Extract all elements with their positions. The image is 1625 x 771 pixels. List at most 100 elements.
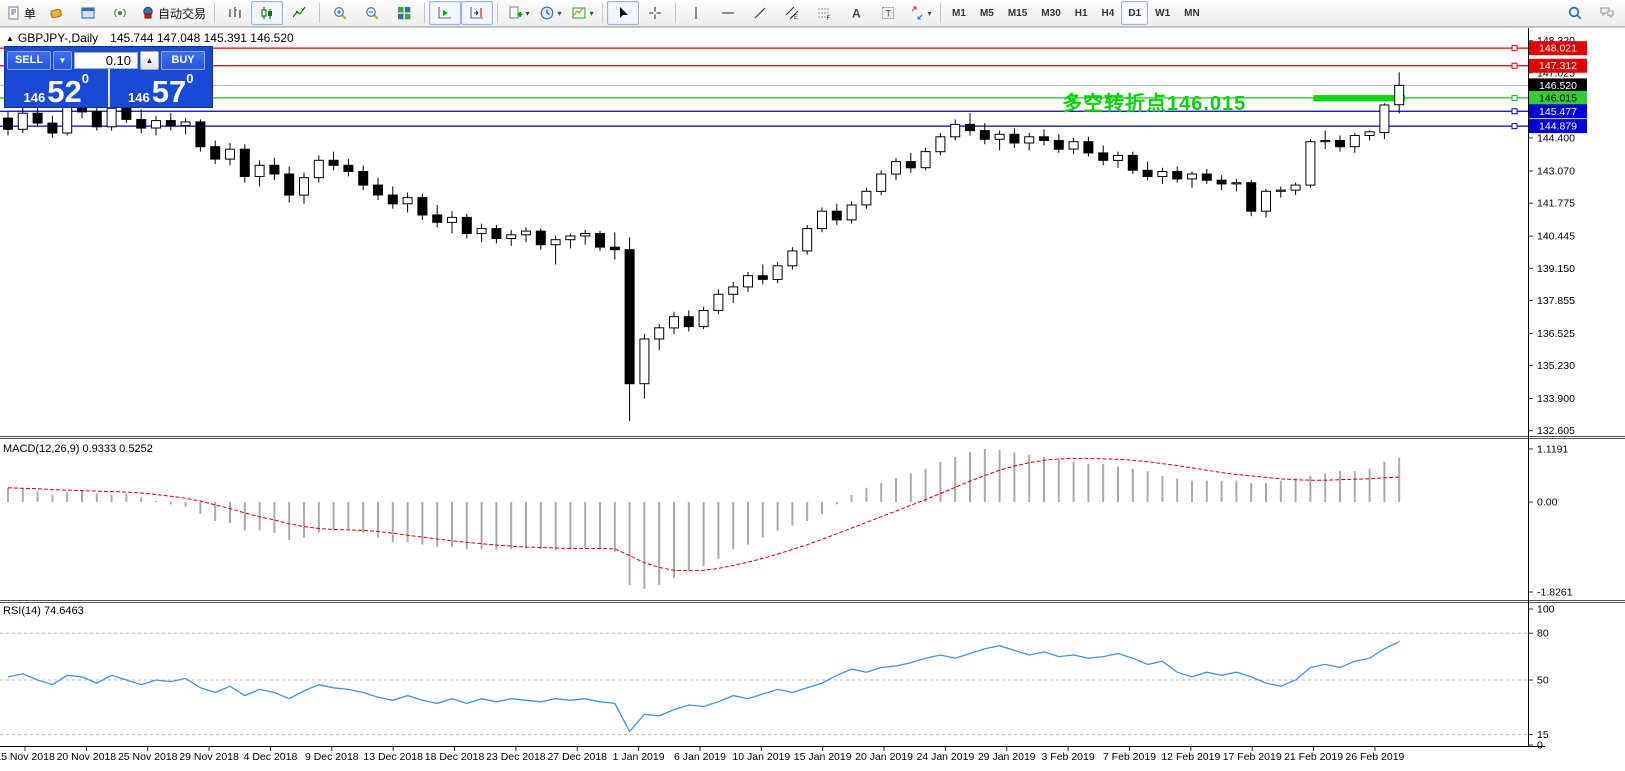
candle bbox=[1231, 182, 1242, 185]
timeframe-mn-button[interactable]: MN bbox=[1177, 1, 1207, 25]
data-window-button[interactable] bbox=[72, 1, 104, 25]
trendline-icon bbox=[752, 5, 768, 21]
toolbar-separator bbox=[940, 3, 942, 23]
level-line-anchor[interactable] bbox=[1511, 94, 1518, 101]
price-badge bbox=[1529, 58, 1587, 73]
candle bbox=[1246, 182, 1257, 212]
toolbar-separator bbox=[602, 3, 604, 23]
candle bbox=[1039, 136, 1049, 142]
candle bbox=[535, 230, 546, 246]
buy-button[interactable]: BUY bbox=[161, 50, 205, 70]
macd-tick-label: 1.1191 bbox=[1537, 443, 1568, 455]
timeframe-h4-button-label: H4 bbox=[1101, 7, 1115, 19]
trendline-button[interactable] bbox=[744, 1, 776, 25]
candlestick-chart-icon bbox=[259, 5, 275, 21]
date-label: 9 Dec 2018 bbox=[305, 751, 359, 763]
candle bbox=[180, 121, 191, 127]
sell-button[interactable]: SELL bbox=[7, 50, 51, 70]
timeframe-m15-button[interactable]: M15 bbox=[1001, 1, 1034, 25]
templates-button[interactable]: ▾ bbox=[566, 1, 598, 25]
level-line-anchor[interactable] bbox=[1511, 123, 1518, 130]
candle bbox=[210, 146, 221, 160]
timeframe-h4-button[interactable]: H4 bbox=[1095, 1, 1122, 25]
candle bbox=[1024, 136, 1035, 144]
timeframe-h1-button[interactable]: H1 bbox=[1068, 1, 1095, 25]
timeframe-m30-button[interactable]: M30 bbox=[1034, 1, 1067, 25]
tile-windows-icon bbox=[396, 5, 412, 21]
chevron-down-icon[interactable]: ▾ bbox=[557, 8, 562, 18]
lot-decrease-button[interactable]: ▼ bbox=[53, 50, 72, 70]
timeframe-m1-button-label: M1 bbox=[952, 7, 966, 19]
cursor-button[interactable] bbox=[607, 1, 640, 25]
candle bbox=[550, 239, 561, 246]
price-tick-label: 141.775 bbox=[1537, 198, 1575, 210]
periods-icon bbox=[539, 5, 555, 21]
indicators-icon bbox=[507, 5, 523, 21]
vertical-line-button[interactable] bbox=[680, 1, 712, 25]
level-line-anchor[interactable] bbox=[1511, 45, 1518, 52]
chat-button[interactable] bbox=[1591, 1, 1623, 25]
chart-shift-button[interactable] bbox=[461, 1, 494, 25]
search-button[interactable] bbox=[1559, 1, 1591, 25]
price-tick-label: 135.230 bbox=[1537, 360, 1575, 372]
collapse-icon[interactable]: ▲ bbox=[6, 34, 14, 43]
candle bbox=[639, 338, 650, 385]
rsi-tick-label: 15 bbox=[1537, 729, 1549, 741]
indicators-button[interactable]: ▾ bbox=[502, 1, 534, 25]
timeframe-w1-button-label: W1 bbox=[1155, 7, 1171, 19]
pivot-trend-segment[interactable] bbox=[1313, 95, 1406, 102]
date-label: 23 Dec 2018 bbox=[486, 751, 546, 763]
candle bbox=[965, 123, 975, 132]
bar-chart-button[interactable] bbox=[219, 1, 251, 25]
auto-scroll-icon bbox=[437, 5, 453, 21]
auto-scroll-button[interactable] bbox=[429, 1, 462, 25]
timeframe-w1-button[interactable]: W1 bbox=[1148, 1, 1177, 25]
equidistant-channel-button[interactable]: E bbox=[776, 1, 808, 25]
zoom-out-button[interactable] bbox=[356, 1, 388, 25]
line-chart-button[interactable] bbox=[283, 1, 315, 25]
candle bbox=[817, 210, 827, 230]
periods-button[interactable]: ▾ bbox=[534, 1, 566, 25]
fibonacci-button[interactable]: F bbox=[808, 1, 840, 25]
candle bbox=[491, 228, 502, 240]
lot-increase-button[interactable]: ▲ bbox=[140, 50, 159, 70]
timeframe-m1-button[interactable]: M1 bbox=[945, 1, 973, 25]
market-watch-button[interactable] bbox=[40, 1, 72, 25]
candle bbox=[876, 173, 887, 192]
chevron-down-icon[interactable]: ▾ bbox=[525, 8, 530, 18]
level-line-anchor[interactable] bbox=[1511, 108, 1518, 115]
sell-price[interactable]: 146 52 0 bbox=[5, 69, 110, 107]
price-badge-label: 148.021 bbox=[1539, 43, 1577, 55]
candle bbox=[17, 112, 28, 130]
candle bbox=[47, 122, 58, 134]
candle bbox=[1098, 152, 1109, 161]
crosshair-button[interactable] bbox=[639, 1, 671, 25]
new-order-button[interactable]: 单 bbox=[2, 1, 40, 25]
candle bbox=[905, 161, 916, 169]
tile-windows-button[interactable] bbox=[388, 1, 420, 25]
candle bbox=[506, 234, 517, 240]
auto-trading-button[interactable]: 自动交易 bbox=[136, 1, 210, 25]
candle bbox=[91, 111, 102, 128]
horizontal-line-button[interactable] bbox=[712, 1, 744, 25]
candle bbox=[1127, 154, 1138, 171]
chevron-down-icon[interactable]: ▾ bbox=[927, 8, 932, 18]
lot-size-input[interactable] bbox=[74, 51, 138, 69]
level-line-anchor[interactable] bbox=[1511, 62, 1518, 69]
chevron-down-icon[interactable]: ▾ bbox=[589, 8, 594, 18]
buy-price[interactable]: 146 57 0 bbox=[128, 71, 194, 109]
candle bbox=[1157, 171, 1168, 177]
candle bbox=[1201, 173, 1212, 181]
zoom-in-button[interactable] bbox=[324, 1, 356, 25]
timeframe-d1-button[interactable]: D1 bbox=[1121, 1, 1149, 25]
text-button[interactable]: A bbox=[840, 1, 872, 25]
candlestick-chart-button[interactable] bbox=[251, 1, 284, 25]
price-tick-label: 144.400 bbox=[1537, 133, 1575, 145]
date-label: 1 Jan 2019 bbox=[613, 751, 665, 763]
arrows-button[interactable]: ▾ bbox=[904, 1, 936, 25]
signals-button[interactable] bbox=[104, 1, 136, 25]
candle bbox=[1083, 141, 1094, 154]
timeframe-m5-button[interactable]: M5 bbox=[973, 1, 1001, 25]
text-label-button[interactable]: T bbox=[872, 1, 904, 25]
